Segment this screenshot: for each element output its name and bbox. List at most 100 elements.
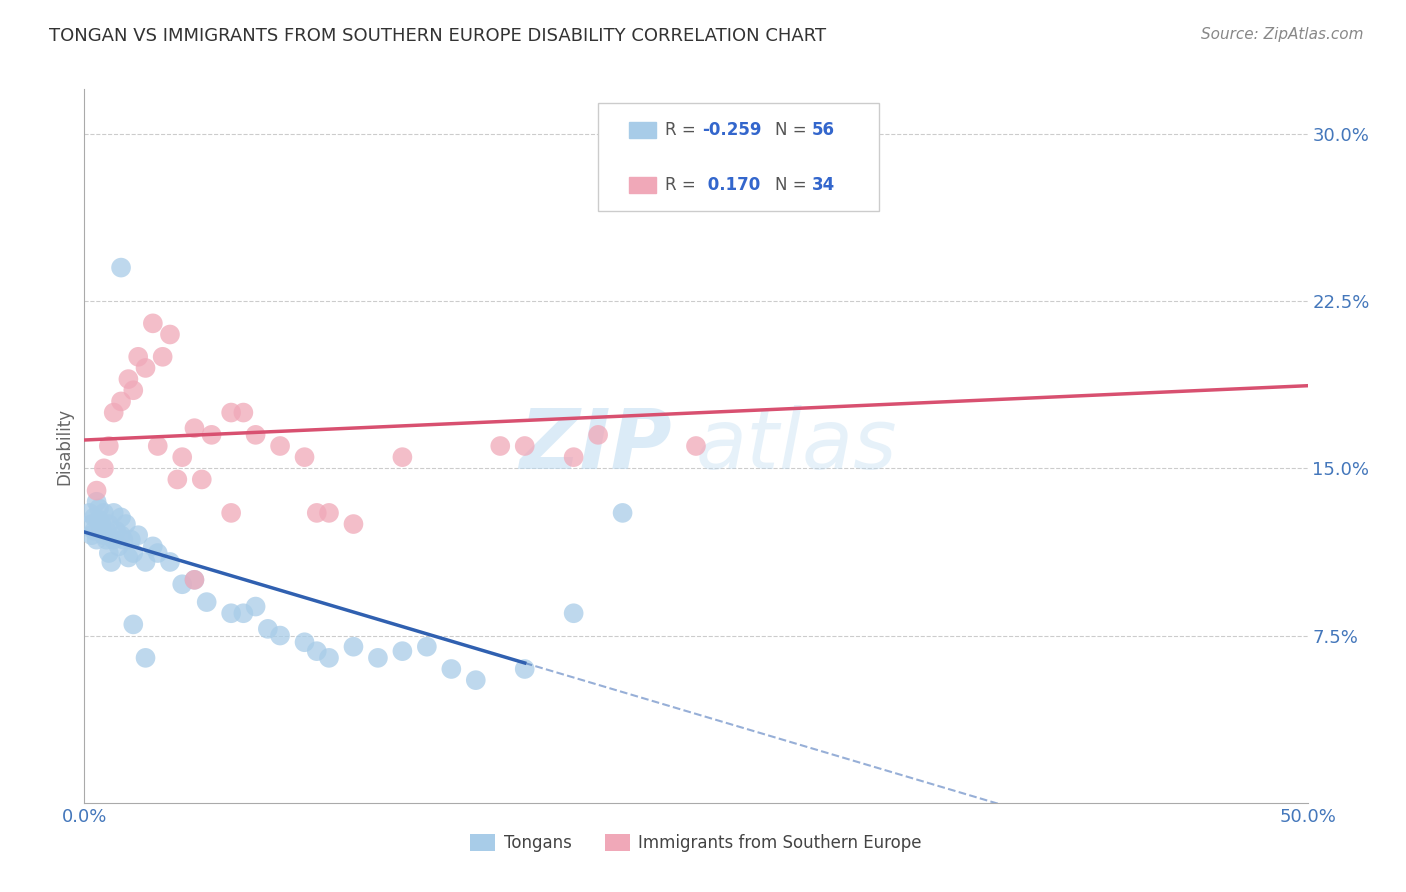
Point — [183, 573, 205, 587]
Point — [110, 394, 132, 409]
Point — [135, 651, 157, 665]
Point — [112, 533, 135, 547]
Point — [86, 494, 108, 508]
Point — [115, 516, 138, 531]
Point — [269, 628, 291, 642]
Point — [191, 473, 214, 487]
Point — [183, 421, 205, 435]
Point — [232, 607, 254, 621]
Point — [103, 506, 125, 520]
Point — [195, 595, 218, 609]
Text: atlas: atlas — [696, 406, 897, 486]
Point — [367, 651, 389, 665]
Point — [103, 405, 125, 419]
Point — [93, 506, 115, 520]
Point — [122, 617, 145, 632]
Point — [93, 528, 115, 542]
Point — [391, 644, 413, 658]
Text: N =: N = — [776, 121, 813, 139]
Point — [80, 528, 103, 542]
Point — [122, 546, 145, 560]
Point — [96, 533, 118, 547]
Text: 56: 56 — [813, 121, 835, 139]
Point — [318, 506, 340, 520]
Point — [97, 546, 120, 560]
Point — [440, 662, 463, 676]
Point — [159, 327, 181, 342]
Text: R =: R = — [665, 176, 702, 194]
Text: R =: R = — [665, 121, 702, 139]
Point — [87, 501, 110, 516]
Point — [305, 644, 328, 658]
Point — [122, 384, 145, 398]
Point — [110, 510, 132, 524]
Point — [294, 635, 316, 649]
Point — [464, 673, 486, 687]
Point — [159, 555, 181, 569]
Text: -0.259: -0.259 — [702, 121, 762, 139]
Point — [135, 555, 157, 569]
Y-axis label: Disability: Disability — [55, 408, 73, 484]
Point — [586, 427, 609, 442]
Point — [86, 483, 108, 498]
Point — [107, 539, 129, 553]
Point — [562, 450, 585, 464]
FancyBboxPatch shape — [628, 122, 655, 137]
FancyBboxPatch shape — [628, 177, 655, 193]
Point — [318, 651, 340, 665]
Point — [93, 461, 115, 475]
Point — [127, 350, 149, 364]
Point — [257, 622, 280, 636]
Point — [513, 439, 536, 453]
Text: N =: N = — [776, 176, 813, 194]
Text: TONGAN VS IMMIGRANTS FROM SOUTHERN EUROPE DISABILITY CORRELATION CHART: TONGAN VS IMMIGRANTS FROM SOUTHERN EUROP… — [49, 27, 827, 45]
Point — [146, 439, 169, 453]
Point — [117, 372, 139, 386]
Point — [142, 539, 165, 553]
Point — [342, 516, 364, 531]
Point — [294, 450, 316, 464]
Point — [685, 161, 707, 175]
Point — [105, 524, 128, 538]
Point — [172, 577, 194, 591]
Point — [117, 550, 139, 565]
Text: 34: 34 — [813, 176, 835, 194]
Text: Source: ZipAtlas.com: Source: ZipAtlas.com — [1201, 27, 1364, 42]
Point — [513, 662, 536, 676]
Point — [90, 516, 112, 531]
Point — [83, 524, 105, 538]
Point — [219, 607, 242, 621]
Point — [110, 260, 132, 275]
Point — [142, 316, 165, 330]
Point — [146, 546, 169, 560]
Point — [391, 450, 413, 464]
Point — [96, 524, 118, 538]
Point — [80, 516, 103, 531]
Point — [183, 573, 205, 587]
Text: 0.170: 0.170 — [702, 176, 761, 194]
Point — [97, 439, 120, 453]
Point — [612, 506, 634, 520]
Point — [245, 599, 267, 614]
Point — [685, 439, 707, 453]
Point — [120, 533, 142, 547]
Point — [83, 510, 105, 524]
Point — [166, 473, 188, 487]
Point — [232, 405, 254, 419]
Point — [135, 360, 157, 375]
Point — [562, 607, 585, 621]
Point — [77, 506, 100, 520]
Point — [86, 533, 108, 547]
Point — [342, 640, 364, 654]
Point — [416, 640, 439, 654]
Point — [200, 427, 222, 442]
Point — [172, 450, 194, 464]
Point — [97, 516, 120, 531]
Legend: Tongans, Immigrants from Southern Europe: Tongans, Immigrants from Southern Europe — [464, 827, 928, 859]
Point — [127, 528, 149, 542]
Point — [152, 350, 174, 364]
Point — [87, 512, 110, 526]
Point — [305, 506, 328, 520]
Point — [219, 506, 242, 520]
FancyBboxPatch shape — [598, 103, 880, 211]
